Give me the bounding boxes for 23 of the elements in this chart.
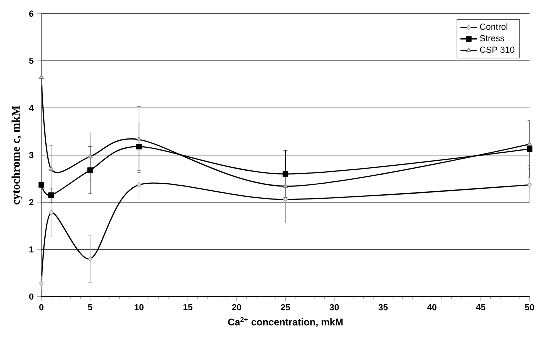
y-tick-label: 3	[29, 152, 34, 158]
y-tick-label: 0	[29, 293, 34, 300]
legend-label: CSP 310	[480, 46, 515, 53]
legend-label: Control	[480, 23, 508, 30]
x-tick-label: 30	[330, 304, 340, 310]
x-tick-label: 5	[88, 304, 93, 310]
y-tick-label: 4	[29, 104, 34, 111]
x-tick-label: 40	[427, 304, 437, 310]
x-tick-label: 45	[476, 304, 486, 310]
legend-label: Stress	[480, 35, 504, 42]
y-tick-label: 1	[30, 246, 34, 252]
x-tick-label: 50	[525, 304, 534, 310]
x-tick-label: 0	[40, 304, 44, 310]
y-tick-label: 2	[29, 199, 34, 206]
x-tick-label: 10	[134, 304, 144, 310]
x-tick-label: 35	[378, 304, 388, 310]
y-tick-label: 6	[29, 10, 34, 17]
x-tick-label: 15	[184, 304, 193, 310]
x-tick-label: 20	[232, 304, 242, 310]
y-tick-label: 5	[29, 58, 34, 64]
y-axis-title: cytochrome c, mkM	[12, 106, 22, 204]
x-axis-title: Ca$^{2+}$ concentration, mkM	[228, 317, 343, 327]
x-tick-label: 25	[281, 304, 290, 310]
